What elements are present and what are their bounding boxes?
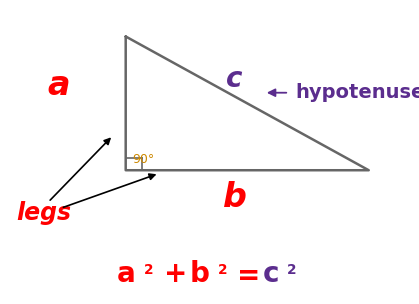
Text: $\mathbf{^2}$: $\mathbf{^2}$ — [143, 264, 154, 283]
Text: $\mathbf{b}$: $\mathbf{b}$ — [189, 260, 210, 288]
Text: $\mathbf{c}$: $\mathbf{c}$ — [262, 260, 279, 288]
Text: 90°: 90° — [132, 153, 154, 166]
Text: $\mathbf{+}$: $\mathbf{+}$ — [163, 260, 185, 288]
Text: legs: legs — [17, 201, 72, 225]
Text: c: c — [226, 65, 243, 93]
Text: $\mathbf{=}$: $\mathbf{=}$ — [231, 260, 259, 288]
Text: $\mathbf{a}$: $\mathbf{a}$ — [116, 260, 135, 288]
Text: $\mathbf{^2}$: $\mathbf{^2}$ — [286, 264, 297, 283]
Text: a: a — [47, 69, 70, 102]
Text: $\mathbf{^2}$: $\mathbf{^2}$ — [217, 264, 228, 283]
Text: hypotenuse: hypotenuse — [295, 83, 419, 102]
Text: b: b — [223, 181, 246, 214]
